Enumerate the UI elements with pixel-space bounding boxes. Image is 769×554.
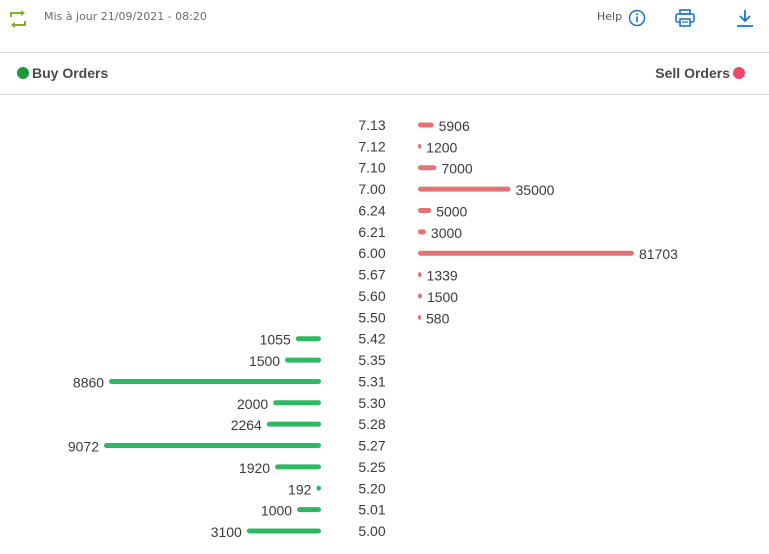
buy-value-label: 8860 <box>73 374 104 390</box>
price-label: 5.60 <box>358 288 385 304</box>
buy-value-label: 9072 <box>68 439 99 455</box>
price-label: 5.30 <box>358 395 385 411</box>
sell-value-label: 1200 <box>426 139 457 155</box>
buy-bar <box>273 400 321 406</box>
price-label: 6.00 <box>358 245 385 261</box>
sell-value-label: 3000 <box>431 225 462 241</box>
buy-value-label: 1000 <box>261 503 292 519</box>
sell-bar <box>418 143 422 149</box>
buy-legend-dot <box>17 67 29 79</box>
buy-value-label: 2000 <box>237 396 268 412</box>
buy-bar <box>275 464 321 470</box>
buy-bar <box>285 357 321 363</box>
sell-value-label: 1500 <box>427 289 458 305</box>
price-label: 5.28 <box>358 416 385 432</box>
price-label: 5.42 <box>358 331 385 347</box>
price-label: 5.67 <box>358 267 385 283</box>
price-label: 5.01 <box>358 502 385 518</box>
price-label: 5.25 <box>358 459 385 475</box>
price-label: 7.10 <box>358 160 385 176</box>
price-label: 5.31 <box>358 373 385 389</box>
price-label: 5.27 <box>358 438 385 454</box>
buy-value-label: 2264 <box>231 417 262 433</box>
price-label: 5.50 <box>358 309 385 325</box>
buy-value-label: 3100 <box>211 524 242 540</box>
help-link[interactable]: Help <box>597 10 623 23</box>
buy-bar <box>316 485 321 491</box>
price-label: 5.20 <box>358 480 385 496</box>
sell-bar <box>418 165 437 171</box>
sell-bar <box>418 314 421 320</box>
buy-value-label: 1920 <box>239 460 270 476</box>
sell-bar <box>418 207 432 213</box>
sell-value-label: 1339 <box>427 268 458 284</box>
refresh-icon[interactable] <box>7 8 29 30</box>
sell-orders-label: Sell Orders <box>655 65 730 81</box>
buy-bar <box>104 443 321 449</box>
sell-bar <box>418 272 422 278</box>
sell-value-label: 7000 <box>442 161 473 177</box>
sell-value-label: 580 <box>426 310 450 326</box>
price-label: 5.00 <box>358 523 385 539</box>
sell-bar <box>418 229 426 235</box>
sell-bar <box>418 250 634 256</box>
price-label: 6.21 <box>358 224 385 240</box>
sell-value-label: 5906 <box>439 118 470 134</box>
buy-value-label: 192 <box>288 481 312 497</box>
sell-bar <box>418 122 434 128</box>
sell-legend-dot <box>733 67 745 79</box>
download-icon[interactable] <box>736 8 754 28</box>
buy-bar <box>246 528 321 534</box>
sell-value-label: 5000 <box>436 203 467 219</box>
sell-bar <box>418 186 511 192</box>
price-label: 7.00 <box>358 181 385 197</box>
last-updated-text: Mis à jour 21/09/2021 - 08:20 <box>44 10 207 23</box>
buy-orders-label: Buy Orders <box>32 65 109 81</box>
buy-value-label: 1055 <box>260 332 291 348</box>
buy-bar <box>295 336 321 342</box>
info-icon[interactable] <box>628 9 646 27</box>
sell-value-label: 35000 <box>516 182 555 198</box>
price-label: 7.13 <box>358 117 385 133</box>
buy-bar <box>266 421 321 427</box>
buy-bar <box>297 507 321 513</box>
print-icon[interactable] <box>675 9 695 27</box>
legend-bar: Buy Orders Sell Orders <box>0 53 769 95</box>
toolbar: Mis à jour 21/09/2021 - 08:20 Help <box>0 0 769 53</box>
price-label: 7.12 <box>358 138 385 154</box>
order-book-chart: 7.13 5906 7.12 1200 7.10 7000 7.00 35000 6.24 500… <box>68 117 678 540</box>
sell-bar <box>418 293 422 299</box>
price-label: 6.24 <box>358 202 385 218</box>
buy-value-label: 1500 <box>249 353 280 369</box>
sell-value-label: 81703 <box>639 246 678 262</box>
buy-bar <box>109 378 321 384</box>
price-label: 5.35 <box>358 352 385 368</box>
